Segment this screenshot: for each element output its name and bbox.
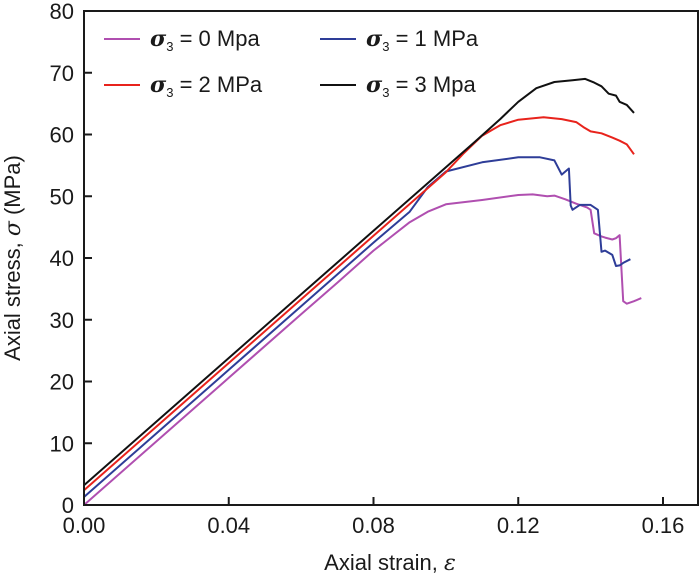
legend-label: σ3 = 3 Mpa (366, 72, 476, 100)
legend-item-3: σ3 = 3 Mpa (320, 72, 476, 100)
series-line-0 (83, 193, 642, 506)
y-tick-label: 10 (50, 431, 74, 456)
series-layer (83, 77, 642, 506)
y-axis-title: Axial stress, σ (MPa) (0, 155, 26, 361)
y-tick-label: 0 (62, 493, 74, 518)
y-axis-ticks: 0 10 20 30 40 50 60 70 80 (50, 0, 92, 518)
legend-item-2: σ3 = 2 MPa (104, 72, 263, 100)
legend-label: σ3 = 0 Mpa (150, 26, 260, 54)
x-axis-title: Axial strain, ε (324, 550, 456, 576)
y-tick-label: 40 (50, 246, 74, 271)
legend: σ3 = 0 Mpa σ3 = 1 MPa σ3 = 2 MPa σ3 = 3 Mpa (104, 26, 479, 100)
y-tick-label: 80 (50, 0, 74, 24)
series-line-3 (83, 77, 635, 486)
y-tick-label: 20 (50, 370, 74, 395)
legend-item-0: σ3 = 0 Mpa (104, 26, 260, 54)
legend-item-1: σ3 = 1 MPa (320, 26, 479, 54)
legend-label: σ3 = 1 MPa (366, 26, 479, 54)
x-tick-label: 0.04 (207, 513, 250, 538)
legend-label: σ3 = 2 MPa (150, 72, 263, 100)
y-tick-label: 60 (50, 123, 74, 148)
x-tick-label: 0.00 (63, 513, 106, 538)
x-tick-label: 0.16 (642, 513, 685, 538)
y-tick-label: 30 (50, 308, 74, 333)
series-line-1 (83, 156, 631, 498)
x-tick-label: 0.08 (352, 513, 395, 538)
x-tick-label: 0.12 (497, 513, 540, 538)
x-axis-ticks: 0.00 0.04 0.08 0.12 0.16 (63, 497, 685, 538)
y-tick-label: 50 (50, 184, 74, 209)
y-tick-label: 70 (50, 61, 74, 86)
series-line-2 (83, 116, 635, 491)
epsilon-symbol: ε (444, 551, 456, 576)
sigma-symbol: σ (1, 220, 26, 236)
